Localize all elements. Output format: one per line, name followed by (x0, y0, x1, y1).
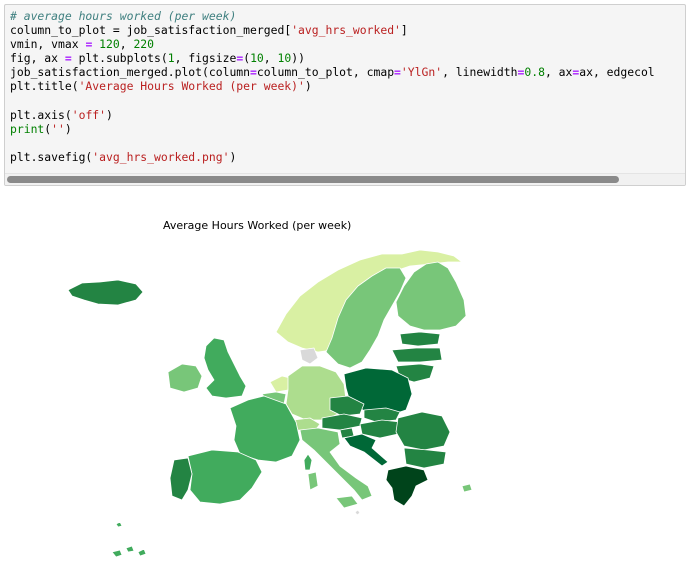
map-region-ireland (167, 363, 203, 393)
code-token: , ax (544, 65, 573, 80)
code-number: 10 (250, 51, 264, 66)
code-token: ) (64, 121, 72, 136)
map-region-latvia (391, 347, 443, 363)
code-operator: = (250, 65, 257, 80)
code-string: '' (51, 121, 65, 136)
code-number: 220 (133, 37, 155, 52)
code-token: column_to_plot, cmap (256, 65, 395, 80)
map-region-czechia (329, 395, 365, 417)
code-operator: = (64, 51, 72, 66)
code-builtin: print (10, 121, 45, 136)
map-region-croatia (343, 433, 389, 467)
code-number: 120 (92, 37, 120, 52)
scrollbar-thumb[interactable] (7, 176, 619, 183)
map-region-malta (354, 509, 361, 516)
code-cell[interactable]: # average hours worked (per week) column… (4, 4, 686, 186)
code-string: 'YlGn' (400, 65, 443, 80)
code-token: plt.savefig( (10, 149, 93, 164)
code-token: ] (400, 23, 408, 38)
map-region-cyprus (461, 483, 473, 493)
code-comment: # average hours worked (per week) (10, 9, 237, 23)
code-editor[interactable]: # average hours worked (per week) column… (10, 9, 655, 164)
map-region-finland (395, 261, 467, 331)
code-token: column_to_plot (10, 23, 107, 38)
code-token: fig, ax (10, 51, 65, 66)
code-token: ) (106, 107, 113, 122)
code-number: 10 (277, 51, 292, 66)
map-region-iceland (67, 279, 144, 306)
code-token: , (119, 37, 134, 52)
code-token: , (263, 51, 278, 66)
code-token: plt.subplots( (71, 51, 168, 66)
code-token: , figsize (174, 51, 237, 66)
code-token: ( (243, 51, 251, 66)
code-token: ( (44, 121, 52, 136)
map-region-corsica (303, 453, 313, 471)
code-token: plt.axis( (10, 107, 72, 122)
code-operator: = (517, 65, 525, 80)
code-string: 'off' (71, 107, 107, 122)
code-operator: = (236, 51, 244, 66)
map-region-france (229, 395, 301, 463)
map-region-spain (187, 449, 263, 505)
code-token: )) (291, 51, 305, 66)
code-token: plt.title( (10, 79, 79, 94)
code-operator: = (572, 65, 580, 80)
map-region-sardinia (307, 471, 319, 491)
map-region-portugal (169, 457, 193, 501)
map-region-madeira (115, 521, 123, 528)
map-region-greece (385, 465, 429, 507)
plot-title: Average Hours Worked (per week) (163, 219, 352, 232)
code-number: 1 (167, 51, 175, 66)
map-region-sweden (325, 267, 407, 369)
map-region-slovakia (363, 407, 401, 423)
code-token: ) (304, 79, 312, 94)
code-operator: = (394, 65, 401, 80)
map-region-netherlands (269, 375, 291, 393)
map-region-uk (203, 337, 247, 399)
code-token: ax, edgecol (579, 65, 655, 80)
code-token: = job_satisfaction_merged[ (106, 23, 292, 38)
code-token: ) (229, 149, 237, 164)
horizontal-scrollbar[interactable] (5, 173, 685, 185)
map-region-denmark (299, 347, 319, 365)
map-region-bulgaria (403, 447, 447, 469)
code-number: 0.8 (524, 65, 545, 80)
map-region-estonia (399, 331, 441, 347)
code-string: 'avg_hrs_worked' (291, 23, 401, 38)
map-region-romania (395, 411, 451, 451)
code-string: 'Average Hours Worked (per week)' (78, 79, 305, 94)
map-region-canary-islands (111, 545, 147, 558)
map-region-sicily (335, 495, 359, 509)
map-region-italy (299, 427, 373, 501)
code-operator: = (85, 37, 93, 52)
code-string: 'avg_hrs_worked.png' (92, 149, 230, 164)
code-token: , linewidth (442, 65, 518, 80)
code-token: job_satisfaction_merged.plot(column (10, 65, 251, 80)
code-token: vmin, vmax (10, 37, 86, 52)
